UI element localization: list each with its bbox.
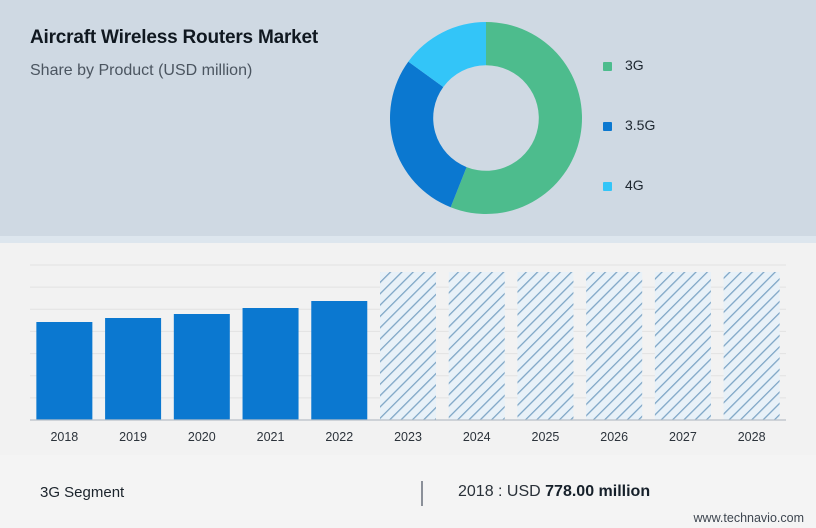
header-underline [0, 236, 816, 243]
x-axis-label-2019: 2019 [119, 430, 147, 444]
footer-divider [421, 481, 423, 506]
legend-label-4g: 4G [625, 177, 644, 193]
x-axis-label-2023: 2023 [394, 430, 422, 444]
chart-legend: 3G 3.5G 4G [603, 57, 723, 238]
x-axis-label-2018: 2018 [50, 430, 79, 444]
legend-label-3g: 3G [625, 57, 644, 73]
x-axis-label-2021: 2021 [256, 430, 285, 444]
legend-swatch-35g [603, 122, 612, 131]
bar-2018[interactable] [36, 322, 93, 420]
legend-label-35g: 3.5G [625, 117, 656, 133]
bar-2026[interactable] [586, 272, 643, 420]
footer-value-amount: 778.00 million [545, 483, 651, 500]
x-axis-label-2022: 2022 [325, 430, 354, 444]
footer-segment-label: 3G Segment [40, 484, 125, 501]
bar-chart: 2018 2019 2020 2021 2022 2023 2024 2025 2026 2027… [0, 243, 816, 455]
bar-2024[interactable] [448, 272, 505, 420]
bar-2028[interactable] [723, 272, 780, 420]
x-axis-label-2024: 2024 [462, 430, 491, 444]
donut-slices [390, 22, 582, 214]
footer-url: www.technavio.com [693, 511, 804, 525]
donut-slice-4g[interactable] [408, 22, 486, 87]
footer-value: 2018 : USD 778.00 million [458, 483, 650, 501]
x-axis-label-2020: 2020 [187, 430, 216, 444]
bar-2027[interactable] [654, 272, 711, 420]
legend-item-35g[interactable]: 3.5G [603, 117, 723, 178]
x-axis-label-2028: 2028 [737, 430, 766, 444]
x-axis-label-2025: 2025 [531, 430, 560, 444]
page-subtitle: Share by Product (USD million) [30, 62, 253, 79]
donut-svg [390, 22, 582, 214]
footer-value-prefix: 2018 : USD [458, 483, 546, 500]
donut-slice-35g[interactable] [390, 61, 467, 208]
bar-2020[interactable] [173, 314, 230, 420]
bar-2022[interactable] [311, 301, 368, 420]
bar-2021[interactable] [242, 308, 299, 420]
x-axis-label-2026: 2026 [600, 430, 629, 444]
bars-group [36, 272, 780, 420]
bar-2023[interactable] [380, 272, 436, 420]
donut-chart [386, 18, 586, 218]
donut-slice-3g[interactable] [450, 22, 582, 214]
footer-band: 3G Segment 2018 : USD 778.00 million www… [0, 455, 816, 528]
x-axis-label-2027: 2027 [669, 430, 697, 444]
legend-swatch-3g [603, 62, 612, 71]
legend-swatch-4g [603, 182, 612, 191]
bar-chart-svg [30, 264, 786, 421]
bar-2019[interactable] [105, 318, 162, 420]
legend-item-3g[interactable]: 3G [603, 57, 723, 118]
page-title: Aircraft Wireless Routers Market [30, 27, 319, 48]
legend-item-4g[interactable]: 4G [603, 177, 723, 238]
bar-2025[interactable] [517, 272, 574, 420]
